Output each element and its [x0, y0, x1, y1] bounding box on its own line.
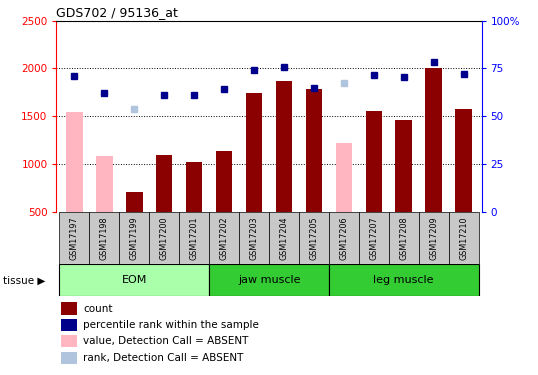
Bar	[61, 319, 77, 331]
Text: GSM17208: GSM17208	[399, 216, 408, 260]
Bar	[179, 212, 209, 264]
Bar	[61, 352, 77, 364]
Bar	[329, 212, 359, 264]
Bar	[336, 143, 352, 212]
Bar	[269, 212, 299, 264]
Bar	[306, 88, 322, 212]
Bar	[66, 112, 83, 212]
Text: GSM17203: GSM17203	[250, 216, 259, 260]
Bar	[89, 212, 119, 264]
Bar	[60, 212, 89, 264]
Bar	[216, 151, 232, 212]
Bar	[419, 212, 449, 264]
Text: value, Detection Call = ABSENT: value, Detection Call = ABSENT	[83, 336, 249, 346]
Text: GSM17206: GSM17206	[339, 216, 348, 260]
Bar	[395, 120, 412, 212]
Bar	[449, 212, 478, 264]
Bar	[61, 335, 77, 347]
Bar	[276, 81, 292, 212]
Bar	[299, 212, 329, 264]
Text: tissue ▶: tissue ▶	[3, 276, 45, 285]
Text: GSM17200: GSM17200	[160, 216, 169, 260]
Text: jaw muscle: jaw muscle	[238, 275, 300, 285]
Text: GSM17202: GSM17202	[220, 216, 229, 260]
Text: leg muscle: leg muscle	[373, 275, 434, 285]
Text: count: count	[83, 303, 113, 313]
Bar	[239, 212, 269, 264]
Bar	[209, 264, 329, 296]
Text: GSM17201: GSM17201	[190, 216, 199, 260]
Bar	[119, 212, 149, 264]
Text: EOM: EOM	[122, 275, 147, 285]
Text: GSM17198: GSM17198	[100, 216, 109, 260]
Bar	[426, 68, 442, 212]
Bar	[126, 192, 143, 212]
Text: GSM17207: GSM17207	[369, 216, 378, 260]
Bar	[389, 212, 419, 264]
Bar	[186, 162, 202, 212]
Text: GSM17210: GSM17210	[459, 216, 468, 260]
Text: GSM17199: GSM17199	[130, 216, 139, 260]
Bar	[149, 212, 179, 264]
Text: GSM17197: GSM17197	[70, 216, 79, 260]
Bar	[61, 303, 77, 315]
Bar	[246, 93, 262, 212]
Text: percentile rank within the sample: percentile rank within the sample	[83, 320, 259, 330]
Bar	[209, 212, 239, 264]
Text: GSM17204: GSM17204	[279, 216, 288, 260]
Bar	[359, 212, 389, 264]
Bar	[455, 109, 472, 212]
Bar	[365, 111, 382, 212]
Text: GSM17205: GSM17205	[309, 216, 318, 260]
Bar	[156, 154, 173, 212]
Text: rank, Detection Call = ABSENT: rank, Detection Call = ABSENT	[83, 353, 244, 363]
Bar	[60, 264, 209, 296]
Bar	[96, 156, 112, 212]
Text: GDS702 / 95136_at: GDS702 / 95136_at	[56, 6, 179, 20]
Text: GSM17209: GSM17209	[429, 216, 438, 260]
Bar	[329, 264, 478, 296]
